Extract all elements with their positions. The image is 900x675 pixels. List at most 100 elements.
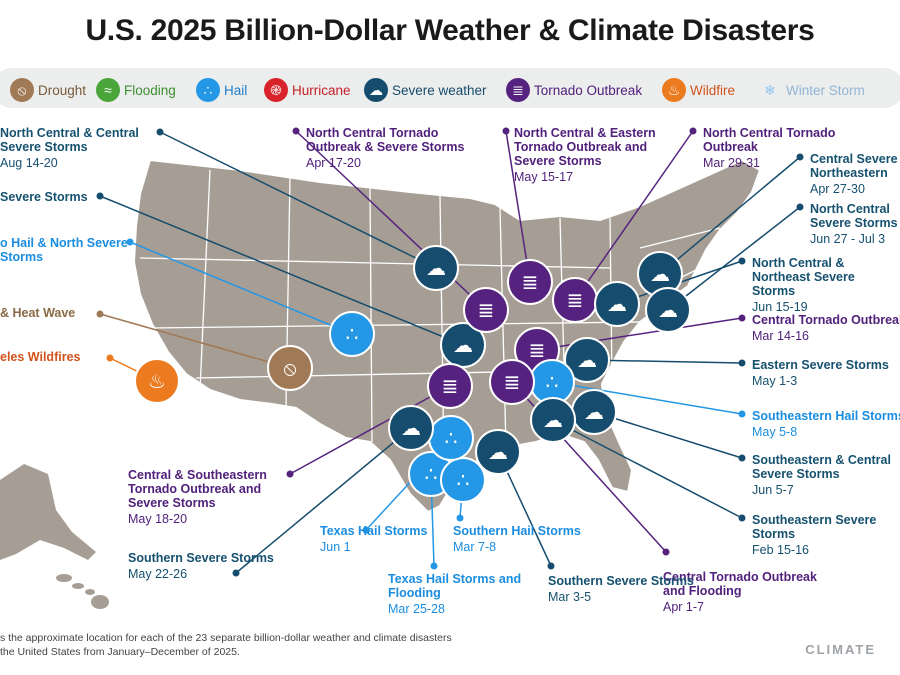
event-marker-tornado: ≣ [463,287,509,333]
event-date: May 1-3 [752,374,798,388]
severe-weather-icon: ☁ [607,292,627,316]
leader-dot [738,410,746,418]
leader-dot [96,310,104,318]
severe-circle [530,397,576,443]
leader-dot [796,203,804,211]
event-date: May 15-17 [514,170,574,184]
wildfire-circle [134,358,180,404]
leader-line [99,195,464,346]
tornado-circle [427,363,473,409]
event-marker-severe: ☁ [388,405,434,451]
event-label: Central Tornado Outbreak and Flooding Apr… [663,570,823,614]
event-date: May 22-26 [128,567,188,581]
event-marker-wildfire: ♨ [134,358,180,404]
event-marker-severe: ☁ [637,251,683,297]
legend-item-tornado: ≣ Tornado Outbreak [506,78,642,102]
leader-dot [286,470,294,478]
hail-icon: ∴ [425,462,438,486]
leader-dot [738,359,746,367]
leader-line [235,427,412,574]
event-name: Central Tornado Outbreak [752,313,900,327]
event-name: North Central & Eastern Tornado Outbreak… [514,126,656,168]
drought-icon: ⦸ [283,356,296,380]
leader-dot [662,548,670,556]
hail-icon: ∴ [196,78,220,102]
flooding-icon: ≈ [96,78,120,102]
hail-icon: ∴ [457,468,470,492]
event-name: North Central & Central Severe Storms [0,126,139,154]
legend-item-hail: ∴ Hail [196,78,247,102]
event-name: Severe Storms [0,190,88,204]
event-name: Eastern Severe Storms [752,358,889,372]
event-marker-severe: ☁ [440,322,486,368]
page-title: U.S. 2025 Billion-Dollar Weather & Clima… [85,14,815,47]
severe-weather-icon: ☁ [426,256,446,280]
event-label: North Central & Central Severe Storms Aug… [0,126,160,170]
event-name: Southern Severe Storms [128,551,274,565]
leader-line [289,385,451,475]
leader-dot [547,562,555,570]
tornado-circle [463,287,509,333]
event-name: Central Severe Northeastern [810,152,898,180]
leader-dot [689,127,697,135]
event-label: Southeastern Severe Storms Feb 15-16 [752,513,900,557]
leader-line [593,411,743,459]
leader-dot [456,514,464,522]
event-marker-drought: ⦸ [267,345,313,391]
alaska-shape [0,464,96,560]
wildfire-icon: ♨ [662,78,686,102]
event-marker-severe: ☁ [594,281,640,327]
event-date: Mar 14-16 [752,329,809,343]
event-marker-severe: ☁ [530,397,576,443]
tornado-icon: ≣ [478,298,495,322]
severe-circle [388,405,434,451]
leader-dot [738,514,746,522]
tornado-icon: ≣ [506,78,530,102]
legend-label: Winter Storm [786,82,865,98]
hurricane-icon: ֎ [264,78,288,102]
event-marker-hail: ∴ [440,457,486,503]
event-label: Southern Severe Storms May 22-26 [128,551,274,581]
severe-weather-icon: ☁ [658,298,678,322]
tornado-icon: ≣ [529,338,546,362]
leader-dot [796,153,804,161]
event-label: Central Severe Northeastern Apr 27-30 [810,152,900,196]
event-label: o Hail & North Severe Storms [0,236,160,264]
snowflake-icon: ❄ [758,78,782,102]
leader-dot [738,257,746,265]
event-marker-tornado: ≣ [427,363,473,409]
event-label: Texas Hail Storms and Flooding Mar 25-28 [388,572,548,616]
tornado-circle [507,259,553,305]
leader-dot [502,127,510,135]
event-label: Central Tornado Outbreak Mar 14-16 [752,313,900,343]
event-date: Jun 27 - Jul 3 [810,232,886,246]
leader-line [574,130,694,301]
event-name: & Heat Wave [0,306,76,320]
legend-label: Severe weather [392,82,487,98]
leader-line [659,156,801,275]
event-marker-severe: ☁ [564,337,610,383]
event-name: Central Tornado Outbreak and Flooding [663,570,817,598]
severe-circle [564,337,610,383]
event-date: Apr 1-7 [663,600,704,614]
event-name: Southern Hail Storms [453,524,581,538]
tornado-icon: ≣ [442,374,459,398]
leader-dot [292,127,300,135]
event-label: & Heat Wave [0,306,75,320]
severe-circle [413,245,459,291]
legend-label: Tornado Outbreak [534,82,643,98]
event-date: May 5-8 [752,425,798,439]
event-marker-severe: ☁ [645,287,691,333]
event-date: Aug 14-20 [0,156,58,170]
leader-line [129,241,353,335]
leader-line [552,419,743,519]
event-name: Southern Severe Storms [548,574,694,588]
event-name: Southeastern Hail Storms [752,409,900,423]
event-label: Texas Hail Storms Jun 1 [320,524,427,554]
hail-circle [440,457,486,503]
event-label: North Central & Northeast Severe Storms J… [752,256,900,314]
event-name: Central & Southeastern Tornado Outbreak … [128,468,267,510]
severe-circle [645,287,691,333]
leader-dot [738,314,746,322]
